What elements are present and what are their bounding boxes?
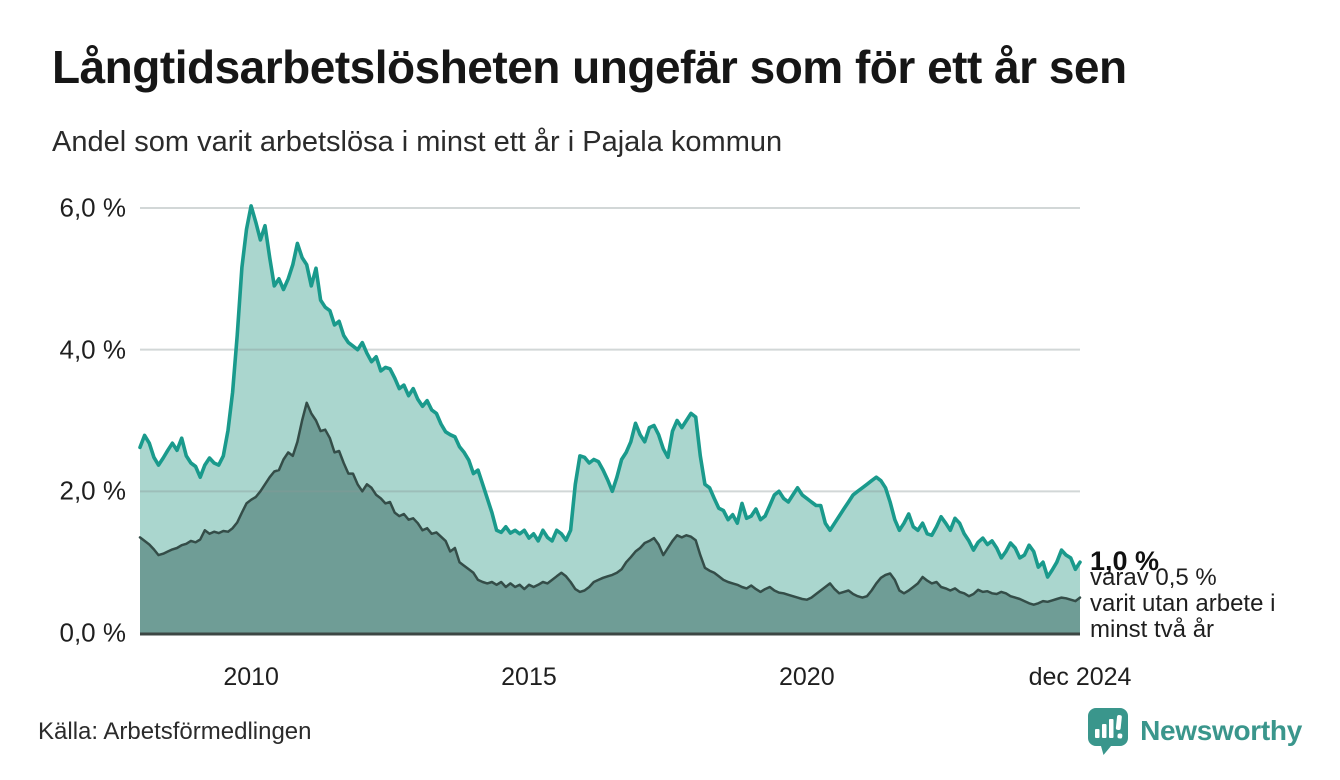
y-axis-tick-label: 2,0 % <box>59 475 127 506</box>
newsworthy-brand: Newsworthy <box>1086 706 1302 756</box>
series-end-description-line: varav 0,5 % <box>1090 565 1217 592</box>
y-axis-tick-label: 6,0 % <box>59 192 127 223</box>
y-axis-tick-label: 4,0 % <box>59 334 127 365</box>
y-axis-tick-label: 0,0 % <box>59 617 127 648</box>
series-area-arbetslösa-minst-ett-år <box>140 205 1080 633</box>
series-end-value-label: 1,0 % <box>1090 546 1160 577</box>
newsworthy-logo-icon <box>1088 708 1129 755</box>
x-axis-tick-label: 2020 <box>778 663 835 691</box>
chart-subtitle: Andel som varit arbetslösa i minst ett å… <box>52 126 783 158</box>
series-end-description: varav 0,5 % varit utan arbete i minst tv… <box>1090 565 1340 643</box>
newsworthy-brand-label: Newsworthy <box>1140 715 1302 746</box>
series-area-varav-utan-arbete-minst-två-år <box>140 402 1080 633</box>
series-line-varav-utan-arbete-minst-två-år <box>138 401 1082 606</box>
source-note: Källa: Arbetsförmedlingen <box>38 718 312 745</box>
series-line-arbetslösa-minst-ett-år <box>138 204 1082 579</box>
x-axis-tick-label: dec 2024 <box>1028 663 1132 691</box>
page-title: Långtidsarbetslösheten ungefär som för e… <box>52 41 1127 93</box>
x-axis-tick-label: 2015 <box>501 663 557 691</box>
series-end-description-line: varit utan arbete i <box>1090 590 1276 618</box>
x-axis-tick-label: 2010 <box>223 663 279 691</box>
series-end-description-line: minst två år <box>1090 616 1215 644</box>
